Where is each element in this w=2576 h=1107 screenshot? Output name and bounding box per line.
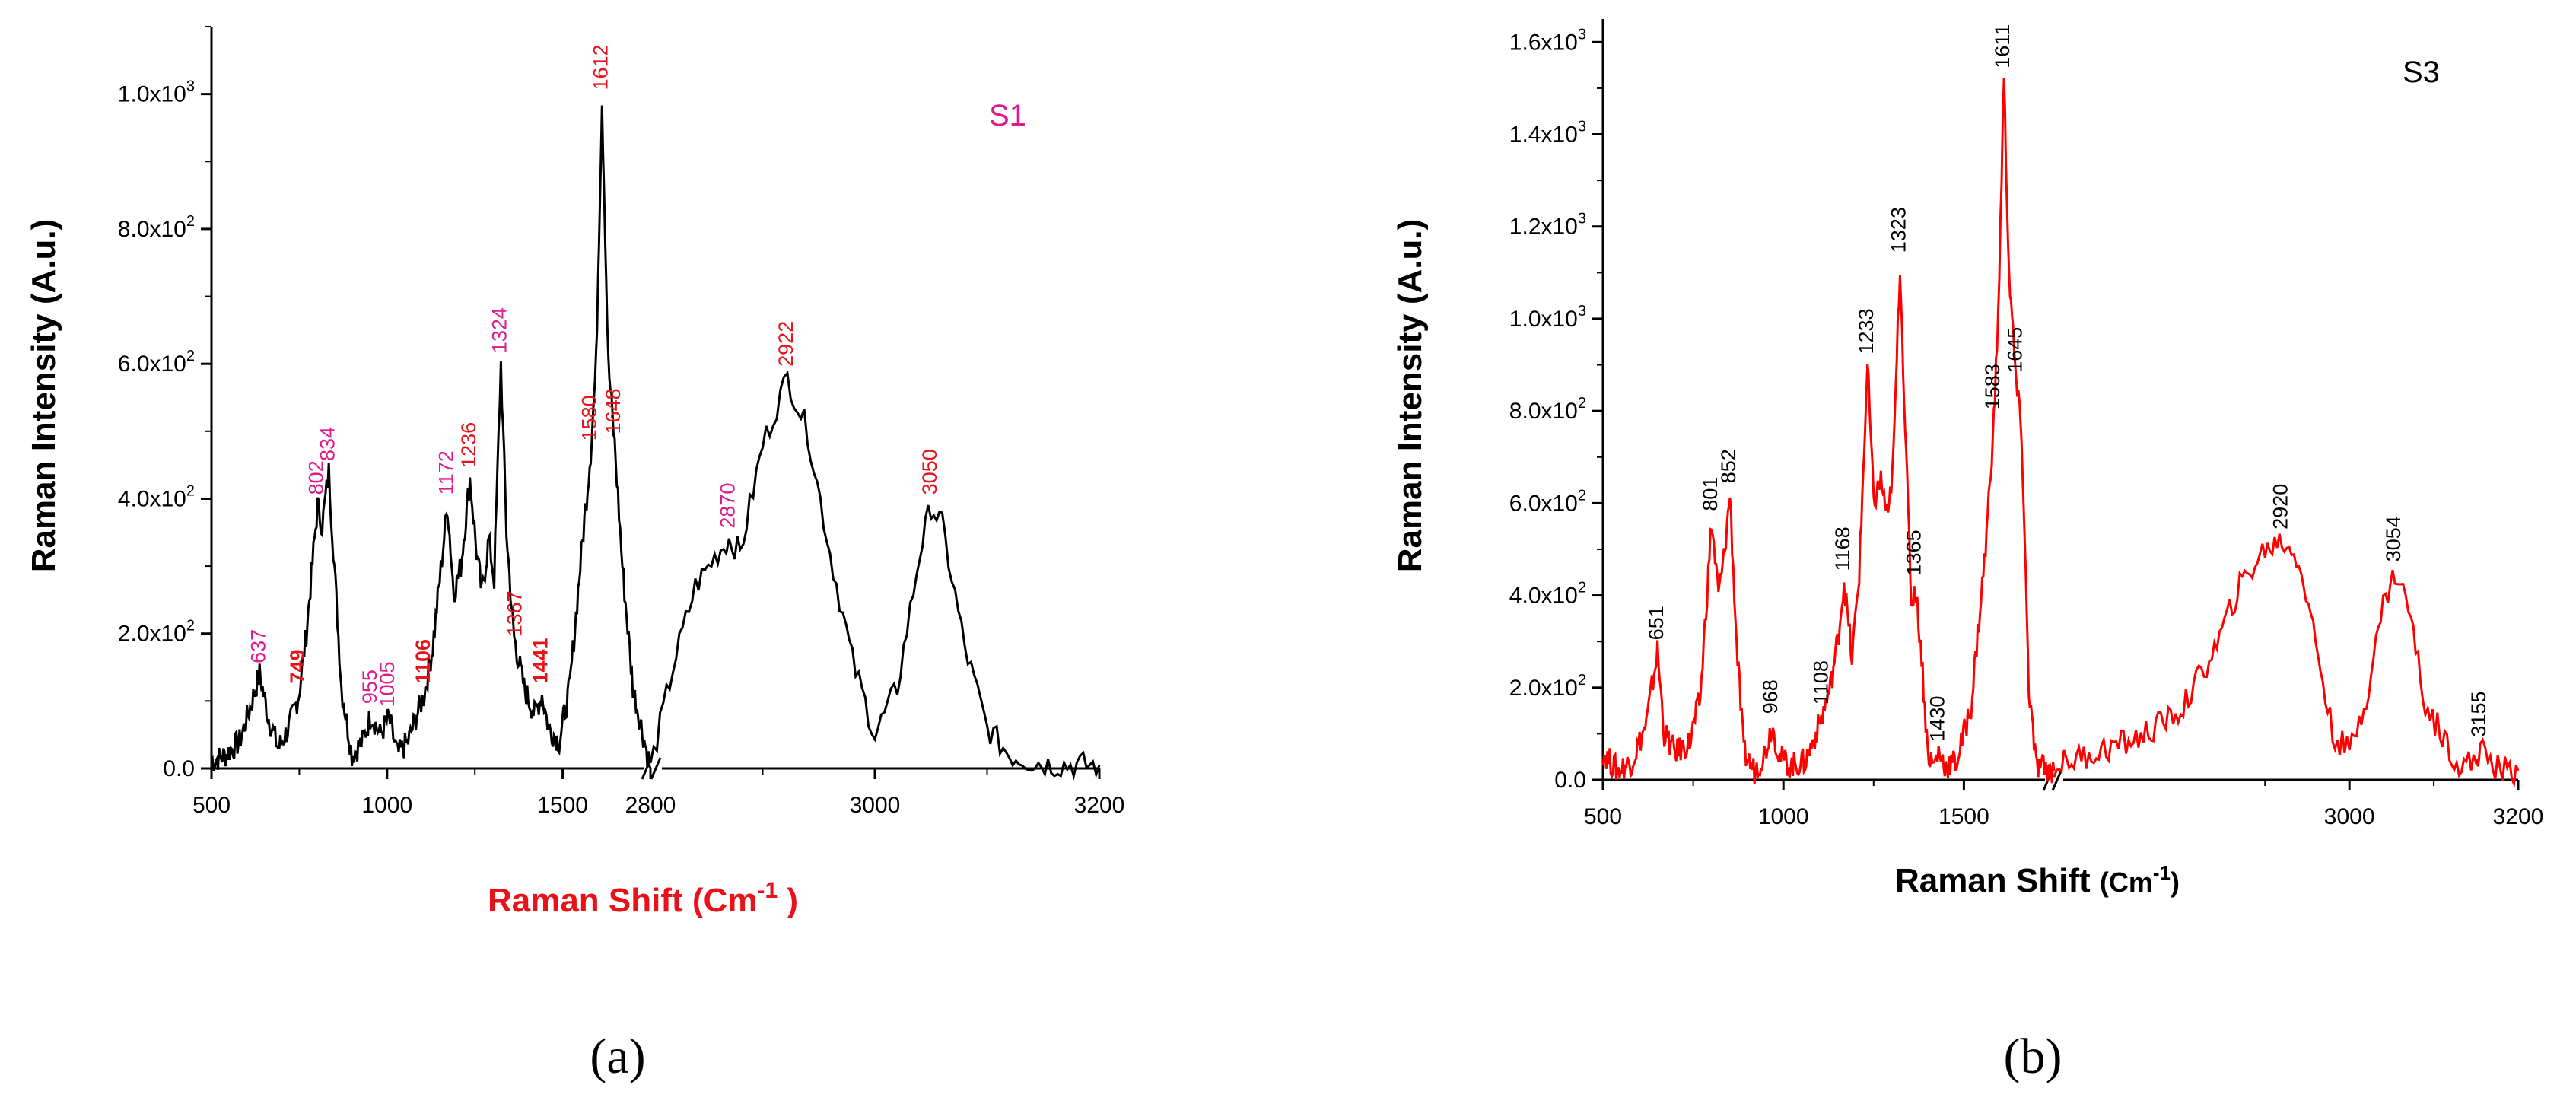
y-tick-label: 8.0x102 bbox=[118, 213, 195, 242]
peak-label: 1648 bbox=[602, 388, 625, 434]
x-tick-label: 500 bbox=[192, 793, 231, 818]
peak-label: 1323 bbox=[1887, 207, 1910, 253]
y-tick-label: 8.0x102 bbox=[1509, 395, 1586, 424]
peak-label: 1324 bbox=[488, 307, 510, 353]
y-tick-label: 1.6x103 bbox=[1509, 26, 1586, 55]
x-tick-label: 3000 bbox=[2324, 804, 2375, 829]
panel-a: 0.0 2.0x102 4.0x102 6.0x102 8.0x102 1.0x103 50… bbox=[25, 26, 1125, 1084]
y-tick-label: 4.0x102 bbox=[118, 482, 195, 511]
peak-label: 749 bbox=[286, 649, 309, 683]
peak-label: 852 bbox=[1717, 449, 1740, 483]
panel-b-x-axis-label-tail: ) bbox=[2171, 867, 2180, 898]
peak-label: 1168 bbox=[1831, 526, 1854, 571]
x-tick-label: 2800 bbox=[625, 793, 676, 818]
y-tick-label: 0.0 bbox=[1554, 768, 1586, 793]
x-tick-label: 500 bbox=[1584, 804, 1622, 829]
panel-b-y-axis-label: Raman Intensity (A.u.) bbox=[1391, 219, 1429, 573]
y-tick-label: 1.0x103 bbox=[118, 78, 195, 107]
peak-label: 1583 bbox=[1981, 364, 2004, 409]
peak-label: 1106 bbox=[412, 639, 434, 684]
panel-a-peak-labels: 6377498028349551005110611721236132413671… bbox=[246, 44, 941, 707]
panel-b-sample-label: S3 bbox=[2403, 56, 2440, 89]
panel-a-x-axis-label-sup: -1 bbox=[757, 878, 778, 903]
panel-b-caption: (b) bbox=[2004, 1029, 2062, 1084]
peak-label: 1580 bbox=[578, 395, 601, 441]
peak-label: 3054 bbox=[2382, 516, 2405, 561]
peak-label: 834 bbox=[316, 427, 339, 461]
peak-label: 1005 bbox=[376, 661, 399, 707]
peak-label: 1236 bbox=[457, 422, 480, 468]
y-tick-label: 2.0x102 bbox=[118, 618, 195, 647]
panel-a-x-axis-label-main: Raman Shift (Cm bbox=[488, 882, 757, 919]
peak-label: 3050 bbox=[918, 449, 941, 495]
panel-b-x-axis-label-unit: (Cm bbox=[2100, 867, 2153, 898]
panel-b-x-axis-label-sup: -1 bbox=[2153, 861, 2171, 884]
peak-label: 1108 bbox=[1810, 660, 1833, 705]
panel-a-y-axis-label: Raman Intensity (A.u.) bbox=[25, 219, 62, 573]
y-tick-label: 6.0x102 bbox=[118, 348, 195, 377]
y-tick-label: 1.2x103 bbox=[1509, 211, 1586, 240]
x-tick-label: 1500 bbox=[1938, 804, 1989, 829]
panel-a-sample-label: S1 bbox=[989, 99, 1026, 132]
peak-label: 1430 bbox=[1926, 696, 1948, 742]
panel-b-x-axis-label-main: Raman Shift bbox=[1895, 862, 2100, 899]
peak-label: 802 bbox=[305, 460, 328, 495]
x-tick-label: 1000 bbox=[361, 793, 412, 818]
peak-label: 651 bbox=[1645, 606, 1668, 640]
peak-label: 1441 bbox=[529, 638, 552, 683]
peak-label: 1611 bbox=[1991, 24, 2014, 68]
x-tick-label: 1000 bbox=[1758, 804, 1809, 829]
y-tick-label: 0.0 bbox=[163, 756, 195, 781]
panel-a-x-axis-label-tail: ) bbox=[778, 882, 798, 919]
peak-label: 2922 bbox=[774, 321, 797, 367]
peak-label: 2870 bbox=[716, 483, 739, 529]
peak-label: 1612 bbox=[589, 44, 612, 90]
x-tick-label: 1500 bbox=[537, 793, 588, 818]
peak-label: 955 bbox=[358, 670, 381, 704]
peak-label: 1172 bbox=[434, 450, 457, 495]
panel-b-ticks: 0.0 2.0x102 4.0x102 6.0x102 8.0x102 1.0x103 1.… bbox=[1509, 26, 2544, 829]
x-tick-label: 3200 bbox=[1074, 793, 1125, 818]
panel-b-spectrum-line bbox=[1601, 78, 2520, 788]
panel-a-axes bbox=[210, 27, 1099, 780]
axis-break-mark bbox=[650, 757, 662, 780]
y-tick-label: 1.4x103 bbox=[1509, 119, 1586, 148]
y-tick-label: 4.0x102 bbox=[1509, 580, 1586, 609]
peak-label: 968 bbox=[1759, 679, 1782, 714]
y-tick-label: 1.0x103 bbox=[1509, 303, 1586, 332]
peak-label: 1645 bbox=[2003, 327, 2026, 373]
y-tick-label: 6.0x102 bbox=[1509, 487, 1586, 516]
panel-a-spectrum-line bbox=[210, 105, 1101, 781]
peak-label: 1367 bbox=[503, 590, 526, 636]
peak-label: 637 bbox=[246, 629, 269, 663]
panel-a-x-axis-label: Raman Shift (Cm-1 ) bbox=[488, 878, 798, 919]
x-tick-label: 3200 bbox=[2493, 804, 2544, 829]
peak-label: 2920 bbox=[2269, 484, 2292, 530]
panel-b-x-axis-label: Raman Shift (Cm-1) bbox=[1895, 861, 2180, 899]
peak-label: 1233 bbox=[1855, 308, 1878, 354]
axis-break-mark bbox=[2051, 768, 2063, 791]
y-tick-label: 2.0x102 bbox=[1509, 672, 1586, 701]
peak-label: 801 bbox=[1699, 477, 1722, 511]
peak-label: 1365 bbox=[1902, 530, 1925, 575]
panel-a-caption: (a) bbox=[590, 1029, 645, 1084]
panel-a-ticks: 0.0 2.0x102 4.0x102 6.0x102 8.0x102 1.0x103 50… bbox=[118, 26, 1125, 818]
peak-label: 3155 bbox=[2467, 691, 2490, 736]
panel-b: 0.0 2.0x102 4.0x102 6.0x102 8.0x102 1.0x103 1.… bbox=[1391, 19, 2544, 1084]
x-tick-label: 3000 bbox=[850, 793, 901, 818]
